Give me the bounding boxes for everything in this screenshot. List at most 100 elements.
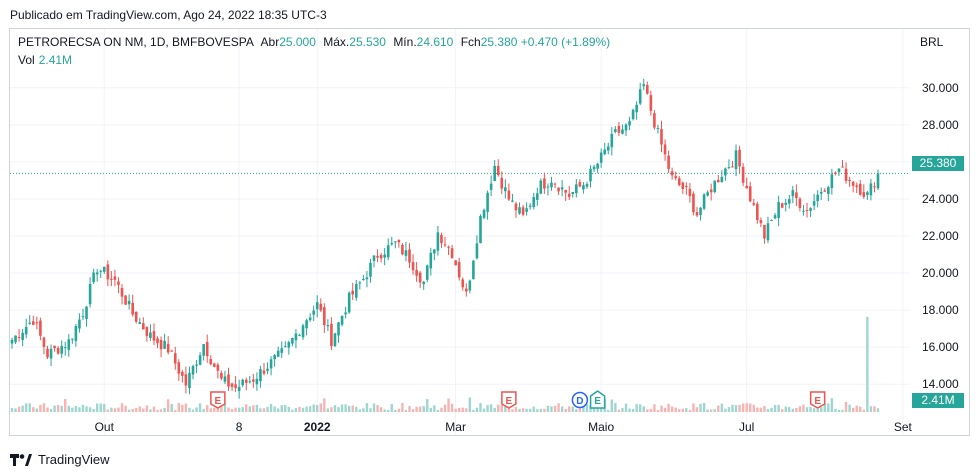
- open-value: 25.000: [279, 35, 316, 49]
- candle-body: [748, 186, 752, 202]
- candle-body: [692, 193, 695, 213]
- volume-bar: [294, 408, 298, 412]
- volume-bar: [752, 404, 755, 412]
- candle-body: [262, 370, 266, 374]
- candle-body: [298, 334, 301, 336]
- candle-body: [720, 176, 724, 183]
- volume-bar: [450, 403, 454, 412]
- candle-body: [418, 272, 422, 283]
- candle-body: [330, 323, 333, 347]
- candle-body: [301, 325, 305, 338]
- volume-bar: [32, 407, 35, 412]
- candle-body: [674, 176, 677, 179]
- volume-bar: [213, 407, 216, 412]
- volume-bar: [731, 404, 734, 412]
- volume-bar: [855, 405, 858, 412]
- candle-body: [223, 376, 227, 382]
- candle-body: [575, 184, 578, 194]
- volume-bar: [702, 402, 706, 412]
- volume-bar: [539, 408, 543, 412]
- volume-bar: [323, 398, 326, 412]
- price-tick-label: 16.000: [922, 340, 959, 354]
- volume-bar: [276, 408, 280, 412]
- candle-body: [88, 284, 92, 305]
- volume-bar: [355, 406, 358, 412]
- candle-body: [78, 319, 81, 329]
- candle-body: [81, 316, 85, 318]
- close-label: Fch: [460, 35, 481, 49]
- candle-body: [646, 85, 649, 94]
- candle-body: [433, 249, 436, 254]
- volume-bar: [816, 408, 819, 412]
- volume-bar: [298, 406, 301, 412]
- open-label: Abr: [260, 35, 280, 49]
- tradingview-footer[interactable]: TradingView: [10, 452, 110, 467]
- candle-body: [695, 211, 699, 216]
- volume-bar: [88, 407, 92, 412]
- volume-bar: [415, 406, 418, 412]
- candle-body: [713, 180, 717, 193]
- candle-body: [571, 191, 575, 195]
- candle-body: [323, 307, 326, 326]
- last-volume-tag: 2.41M: [912, 393, 964, 408]
- volume-bar: [28, 403, 31, 412]
- volume-bar: [780, 409, 784, 412]
- candle-body: [177, 362, 181, 374]
- candle-body: [14, 335, 17, 343]
- candle-body: [606, 146, 610, 151]
- volume-bar: [159, 409, 163, 412]
- candle-body: [543, 178, 546, 189]
- volume-bar: [614, 403, 617, 412]
- candle-body: [163, 340, 166, 349]
- volume-bar: [269, 403, 273, 412]
- candle-body: [610, 133, 614, 148]
- marker-label: E: [506, 396, 513, 407]
- volume-bar: [706, 409, 709, 412]
- candle-body: [791, 190, 795, 197]
- candle-body: [464, 288, 468, 292]
- volume-bar: [390, 403, 393, 412]
- volume-bar: [230, 408, 234, 412]
- volume-bar: [536, 409, 539, 412]
- candle-body: [535, 193, 539, 200]
- volume-bar: [308, 406, 312, 412]
- candle-body: [283, 346, 287, 348]
- candle-body: [496, 166, 500, 176]
- candle-body: [709, 189, 713, 193]
- volume-bar: [546, 405, 550, 412]
- candle-body: [596, 163, 599, 169]
- candle-body: [31, 321, 35, 325]
- volume-bar: [291, 409, 294, 412]
- candle-body: [145, 326, 149, 337]
- candle-body: [42, 337, 46, 347]
- candle-body: [873, 186, 876, 188]
- volume-bar: [383, 409, 386, 412]
- symbol-label[interactable]: PETRORECSA ON NM, 1D, BMFBOVESPA: [18, 35, 254, 49]
- time-tick-label: Maio: [588, 420, 614, 434]
- candle-body: [227, 374, 230, 387]
- volume-bar: [351, 405, 354, 412]
- volume-bar: [443, 404, 447, 412]
- volume-bar: [876, 408, 880, 412]
- candle-body: [862, 192, 866, 197]
- currency-label[interactable]: BRL: [920, 35, 944, 49]
- candle-body: [727, 167, 731, 169]
- low-value: 24.610: [416, 35, 454, 49]
- volume-bar: [319, 403, 322, 412]
- candle-body: [564, 189, 567, 193]
- candle-body: [35, 322, 39, 324]
- candle-body: [170, 350, 174, 352]
- volume-bar: [337, 407, 340, 412]
- candle-body: [202, 344, 205, 356]
- candle-body: [337, 322, 340, 336]
- volume-bar: [465, 408, 468, 412]
- candle-body: [394, 241, 397, 243]
- volume-bar: [564, 408, 567, 412]
- candle-body: [56, 347, 60, 354]
- volume-bar: [78, 407, 81, 412]
- volume-bar: [617, 409, 621, 412]
- candle-body: [844, 168, 848, 181]
- candle-body: [855, 185, 859, 187]
- volume-bar: [639, 404, 642, 412]
